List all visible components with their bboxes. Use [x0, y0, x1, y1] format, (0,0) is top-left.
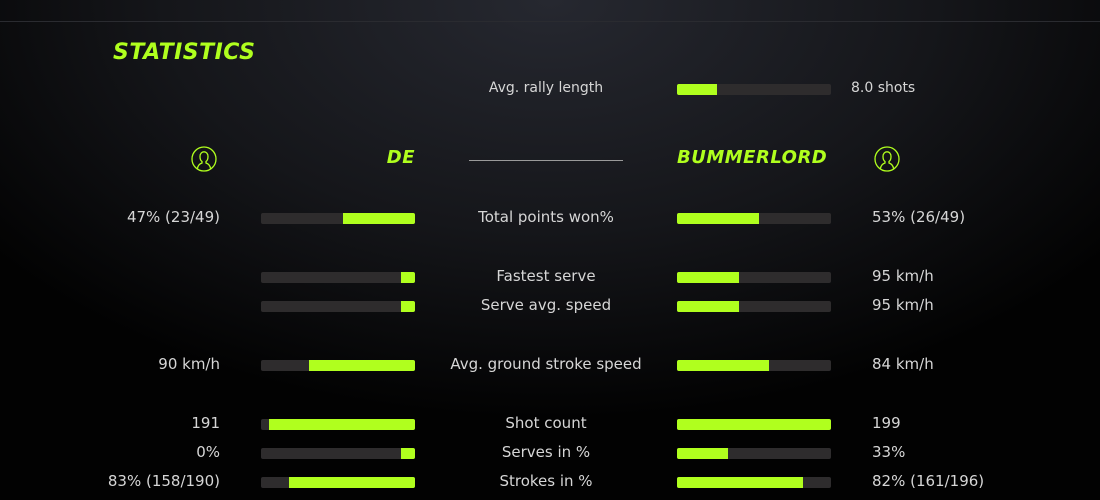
left-bar-fill: [342, 213, 415, 224]
right-bar-fill: [677, 213, 759, 224]
left-bar: [261, 213, 415, 224]
center-divider: [469, 160, 623, 161]
stat-label: Serve avg. speed: [480, 296, 612, 314]
left-bar: [261, 477, 415, 488]
player-right-name: BUMMERLORD: [677, 147, 828, 168]
left-bar-fill: [401, 272, 415, 283]
left-bar: [261, 419, 415, 430]
left-bar-fill: [401, 448, 415, 459]
left-bar-fill: [268, 419, 415, 430]
rally-value: 8.0 shots: [851, 80, 916, 96]
left-bar: [261, 301, 415, 312]
right-bar-fill: [677, 360, 770, 371]
right-value: 53% (26/49): [872, 208, 966, 226]
left-value: 191: [191, 414, 220, 432]
right-bar-fill: [677, 448, 728, 459]
right-bar-fill: [677, 272, 739, 283]
right-bar: [677, 213, 831, 224]
right-bar: [677, 301, 831, 312]
left-bar: [261, 448, 415, 459]
left-bar-fill: [288, 477, 415, 488]
left-value: 90 km/h: [158, 355, 220, 373]
left-bar: [261, 360, 415, 371]
left-value: 47% (23/49): [126, 208, 220, 226]
stat-label: Serves in %: [501, 443, 591, 461]
right-bar: [677, 477, 831, 488]
rally-label: Avg. rally length: [488, 80, 604, 96]
left-value: 83% (158/190): [107, 472, 220, 490]
rally-bar: [677, 84, 831, 95]
user-icon: [191, 146, 217, 172]
left-bar: [261, 272, 415, 283]
right-bar: [677, 448, 831, 459]
right-bar-fill: [677, 477, 804, 488]
right-value: 199: [872, 414, 901, 432]
stat-label: Avg. ground stroke speed: [450, 355, 642, 373]
top-divider: [0, 21, 1100, 22]
stat-label: Total points won%: [478, 208, 614, 226]
right-value: 82% (161/196): [872, 472, 985, 490]
right-value: 33%: [872, 443, 906, 461]
right-value: 84 km/h: [872, 355, 934, 373]
right-bar-fill: [677, 301, 739, 312]
left-bar-fill: [308, 360, 415, 371]
left-value: 0%: [196, 443, 220, 461]
page-title: STATISTICS: [113, 40, 256, 65]
stat-label: Strokes in %: [499, 472, 593, 490]
player-left-name: DE: [386, 147, 415, 168]
right-bar: [677, 419, 831, 430]
right-bar: [677, 360, 831, 371]
right-value: 95 km/h: [872, 296, 934, 314]
rally-bar-fill: [677, 84, 718, 95]
right-value: 95 km/h: [872, 267, 934, 285]
stat-label: Fastest serve: [496, 267, 596, 285]
stat-label: Shot count: [505, 414, 587, 432]
user-icon: [874, 146, 900, 172]
left-bar-fill: [401, 301, 415, 312]
right-bar-fill: [677, 419, 831, 430]
right-bar: [677, 272, 831, 283]
